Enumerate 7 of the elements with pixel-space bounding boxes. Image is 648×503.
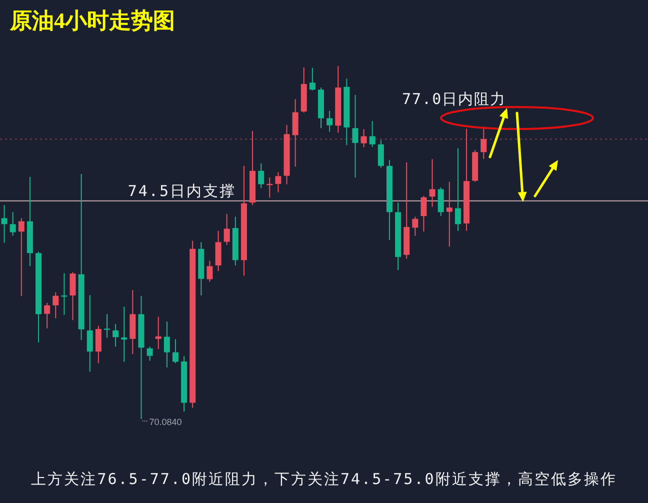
price-note: 70.0840 <box>142 417 182 427</box>
text: 上方关注76.5-77.0附近阻力，下方关注74.5-75.0附近支撑，高空低多操作 <box>31 470 617 488</box>
annotation: 70.0840 <box>149 417 182 427</box>
ref-line: 74.5日内支撑 <box>0 182 648 202</box>
annotation: 77.0日内阻力 <box>402 90 506 108</box>
ref-line-label: 74.5日内支撑 <box>128 182 236 200</box>
chart-title: 原油4小时走势图 <box>9 8 175 33</box>
